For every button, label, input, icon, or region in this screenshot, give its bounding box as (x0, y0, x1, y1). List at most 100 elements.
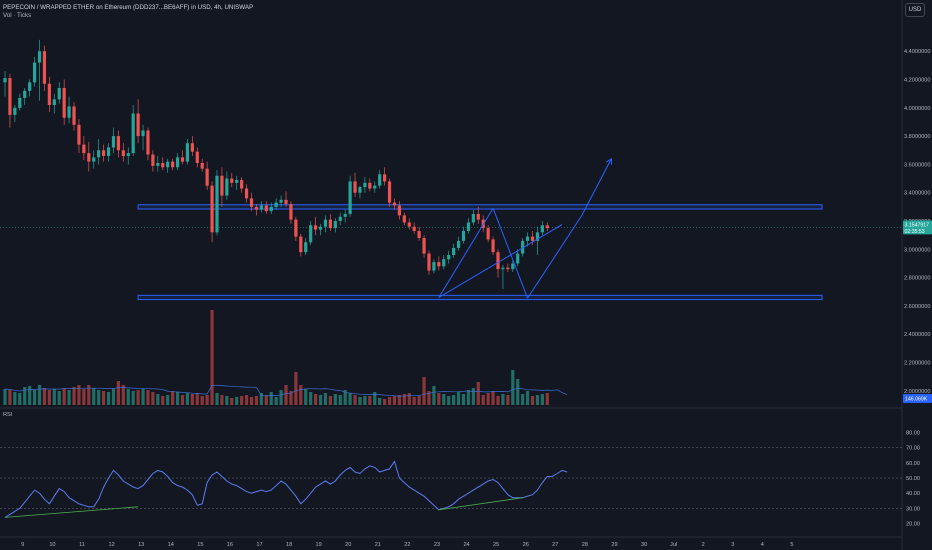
volume-badge (903, 394, 932, 403)
candle-body (521, 240, 525, 254)
candle-body (106, 147, 111, 156)
candle-body (57, 88, 61, 100)
volume-bar (358, 397, 362, 405)
candle-body (230, 178, 234, 183)
volume-bar (383, 399, 387, 405)
volume-bar (309, 392, 313, 405)
price-tick-label: 4.4000000 (904, 49, 930, 55)
volume-bar (506, 395, 510, 405)
volume-bar (210, 310, 214, 405)
volume-bar (442, 394, 446, 405)
zone-box (137, 294, 823, 301)
candle-body (368, 182, 372, 189)
pattern-line (527, 215, 583, 299)
bar-countdown: 02:35:53 (905, 229, 925, 235)
volume-bar (185, 393, 190, 405)
candle-body (136, 113, 140, 137)
candle-body (121, 150, 125, 156)
price-tick-label: 4.0000000 (904, 106, 930, 112)
volume-bar (175, 392, 180, 405)
candle-body (452, 247, 456, 255)
volume-bar (491, 391, 495, 405)
volume-bar (348, 393, 352, 405)
candle-body (32, 62, 37, 83)
time-tick-label: 20 (345, 542, 351, 548)
volume-bar (412, 397, 416, 405)
support-resistance-zones (0, 204, 902, 301)
volume-bar (294, 372, 298, 405)
volume-bar (116, 381, 120, 405)
volume-bar (215, 393, 219, 405)
volume-bar (456, 392, 461, 405)
candle-body (37, 51, 42, 63)
volume-bar (343, 390, 347, 405)
candle-body (111, 136, 116, 148)
candle-body (442, 259, 446, 267)
volume-bar (274, 397, 278, 405)
candle-body (279, 199, 283, 203)
candle-body (466, 222, 471, 231)
candle-body (185, 143, 190, 162)
candle-body (392, 202, 397, 206)
volume-bar (289, 391, 293, 405)
volume-bar (516, 379, 520, 405)
candle-body (87, 153, 91, 162)
rsi-tick-label: 20.00 (906, 521, 920, 527)
volume-bar (373, 392, 377, 405)
volume-bar (3, 389, 7, 405)
volume-bar (452, 395, 456, 405)
candle-body (92, 157, 96, 162)
candle-body (535, 232, 540, 241)
time-tick-label: 30 (641, 542, 647, 548)
volume-bar (427, 391, 431, 405)
pattern-line (581, 158, 612, 216)
candle-body (126, 153, 130, 156)
time-tick-label: 21 (375, 542, 381, 548)
candle-body (545, 225, 549, 229)
candle-body (200, 163, 204, 169)
time-tick-label: 3 (731, 542, 734, 548)
time-tick-label: 2 (702, 542, 705, 548)
volume-bar (417, 396, 421, 405)
volume-bar (97, 390, 101, 405)
price-tick-label: 4.2000000 (904, 78, 930, 84)
candle-body (131, 113, 135, 154)
volume-bar (32, 390, 37, 405)
volume-bar (166, 395, 170, 405)
volume-bar (353, 395, 357, 405)
volume-bar (304, 389, 308, 405)
candle-body (175, 157, 180, 168)
currency-button[interactable]: USD (905, 3, 925, 17)
candle-body (180, 157, 185, 162)
candle-body (67, 106, 71, 118)
candle-body (432, 262, 436, 271)
rsi-divergence-line (438, 497, 523, 511)
volume-value: 146.069K (905, 397, 928, 403)
price-tick-label: 3.8000000 (904, 134, 930, 140)
volume-bar (269, 392, 273, 405)
rsi-divergence-line (4, 506, 139, 518)
candle-body (387, 181, 392, 203)
volume-bar (530, 396, 535, 405)
chart-grid (0, 0, 903, 550)
candle-body (358, 187, 362, 193)
price-tick-label: 2.4000000 (904, 332, 930, 338)
candle-body (235, 180, 239, 183)
volume-bar (37, 385, 42, 405)
rsi-tick-label: 80.00 (906, 431, 920, 437)
last-price-value: 3.1547917 (905, 222, 930, 228)
time-tick-label: 18 (286, 542, 292, 548)
time-tick-label: 25 (493, 542, 499, 548)
candle-body (190, 143, 194, 152)
volume-bar (437, 393, 441, 405)
volume-bar (328, 396, 332, 405)
candle-body (249, 198, 254, 207)
candle-body (511, 263, 515, 270)
time-tick-label: 27 (552, 542, 558, 548)
volume-bar (82, 389, 86, 405)
candle-body (299, 236, 303, 253)
time-tick-label: 14 (168, 542, 174, 548)
candle-body (28, 82, 32, 91)
